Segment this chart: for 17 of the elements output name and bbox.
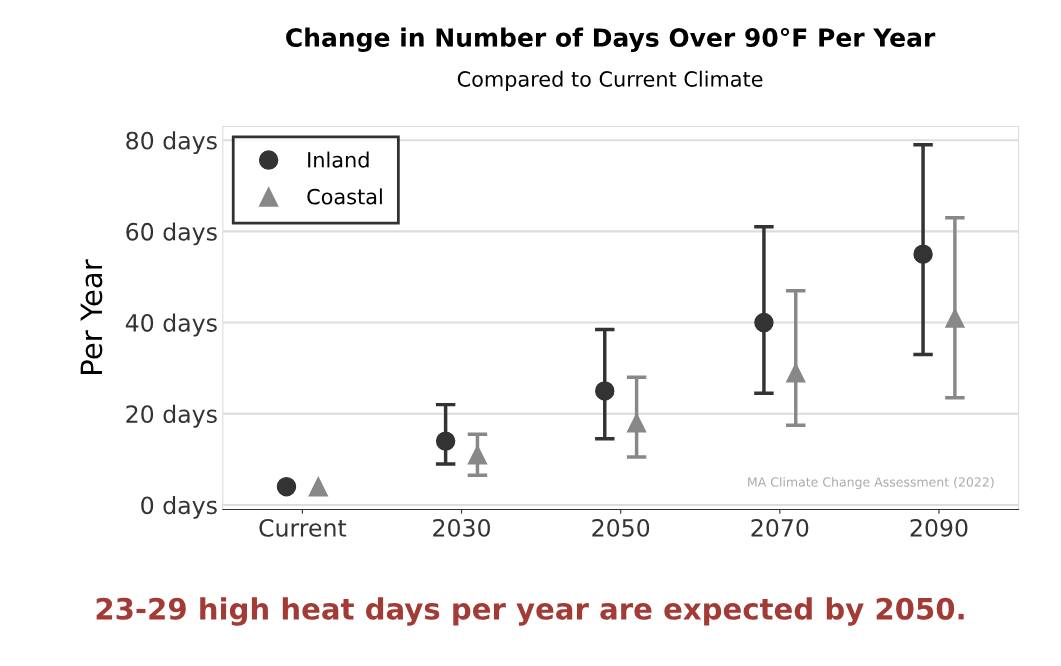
- x-tick-label: Current: [259, 518, 347, 537]
- x-tick-label: 2050: [592, 518, 650, 537]
- legend-label: Inland: [308, 151, 369, 168]
- x-tick-label: 2030: [433, 518, 491, 537]
- y-tick-label: 80 days: [126, 131, 217, 155]
- x-tick-label: 2090: [910, 518, 968, 537]
- chart-subtitle: Compared to Current Climate: [457, 70, 763, 91]
- chart-title: Change in Number of Days Over 90°F Per Year: [286, 27, 936, 53]
- annotation: MA Climate Change Assessment (2022): [748, 477, 994, 490]
- y-axis-title: Per Year: [80, 259, 103, 374]
- y-tick-label: 20 days: [126, 404, 217, 428]
- y-tick-label: 0 days: [141, 495, 217, 519]
- y-tick-label: 40 days: [125, 313, 217, 337]
- legend-label: Coastal: [307, 188, 382, 205]
- y-tick-label: 60 days: [126, 222, 217, 246]
- x-tick-label: 2070: [751, 518, 809, 537]
- text: 23-29 high heat days per year are expected by 2050.: [96, 597, 964, 626]
